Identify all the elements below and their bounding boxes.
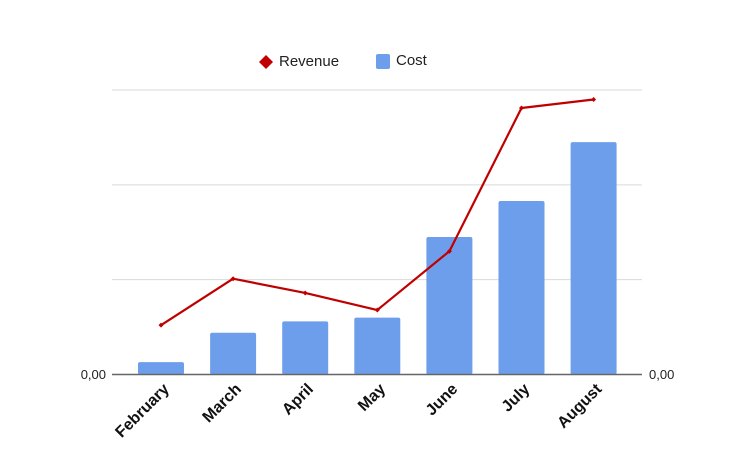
bar-cost-april[interactable] xyxy=(282,321,329,375)
point-revenue-february[interactable] xyxy=(158,322,164,328)
point-revenue-may[interactable] xyxy=(374,307,380,313)
bar-cost-may[interactable] xyxy=(354,317,401,375)
right-axis-tick-label: 0,00 xyxy=(649,367,674,382)
bar-cost-february[interactable] xyxy=(138,362,184,375)
legend-label-cost: Cost xyxy=(396,52,428,69)
x-tick-label: March xyxy=(200,381,245,426)
bar-cost-july[interactable] xyxy=(498,200,545,375)
point-revenue-march[interactable] xyxy=(230,276,236,282)
x-tick-label: July xyxy=(499,381,534,416)
diamond-icon xyxy=(259,55,273,69)
x-tick-label: April xyxy=(279,381,317,419)
bar-cost-june[interactable] xyxy=(426,236,473,375)
square-icon xyxy=(376,54,390,69)
x-axis-labels: February March April May June July August xyxy=(112,380,606,441)
x-tick-label: May xyxy=(355,381,389,415)
bar-cost-march[interactable] xyxy=(210,332,257,375)
point-revenue-july[interactable] xyxy=(519,105,524,111)
legend-item-cost[interactable]: Cost xyxy=(376,52,428,69)
x-tick-label: August xyxy=(554,380,605,431)
legend: Revenue Cost xyxy=(259,52,428,70)
point-revenue-august[interactable] xyxy=(591,96,597,102)
legend-item-revenue[interactable]: Revenue xyxy=(259,53,339,70)
x-tick-label: February xyxy=(112,381,173,442)
gridlines xyxy=(112,89,642,281)
point-revenue-april[interactable] xyxy=(302,290,308,296)
x-tick-label: June xyxy=(423,381,461,419)
revenue-line xyxy=(158,96,597,328)
point-revenue-june[interactable] xyxy=(446,248,452,254)
cost-bars xyxy=(138,142,617,375)
legend-label-revenue: Revenue xyxy=(279,53,339,70)
bar-cost-august[interactable] xyxy=(570,142,617,375)
left-axis-tick-label: 0,00 xyxy=(81,367,106,382)
